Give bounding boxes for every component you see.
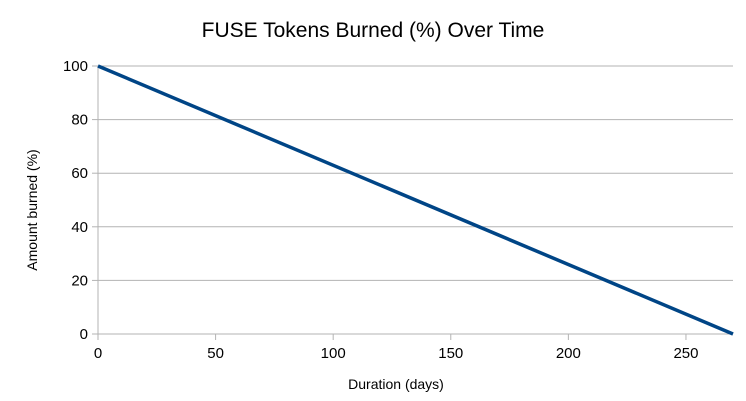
y-tick-label: 80 bbox=[71, 112, 88, 129]
x-tick-label: 0 bbox=[94, 345, 102, 362]
y-tick-label: 20 bbox=[71, 272, 88, 289]
x-tick-label: 250 bbox=[673, 345, 698, 362]
chart-title: FUSE Tokens Burned (%) Over Time bbox=[202, 19, 545, 42]
y-axis-label: Amount burned (%) bbox=[24, 149, 40, 270]
series-line-0 bbox=[97, 64, 734, 336]
x-tick-label: 50 bbox=[207, 345, 224, 362]
x-axis-label: Duration (days) bbox=[348, 376, 444, 392]
tick-marks bbox=[92, 65, 687, 340]
x-tick-label: 200 bbox=[556, 345, 581, 362]
y-tick-labels: 0 20 40 60 80 100 bbox=[63, 58, 88, 343]
x-tick-labels: 0 50 100 150 200 250 bbox=[94, 345, 699, 362]
y-tick-label: 100 bbox=[63, 58, 88, 75]
y-tick-label: 60 bbox=[71, 165, 88, 182]
y-tick-label: 0 bbox=[80, 326, 88, 343]
x-tick-label: 150 bbox=[438, 345, 463, 362]
x-tick-label: 100 bbox=[321, 345, 346, 362]
y-tick-label: 40 bbox=[71, 219, 88, 236]
series-group bbox=[97, 64, 734, 336]
